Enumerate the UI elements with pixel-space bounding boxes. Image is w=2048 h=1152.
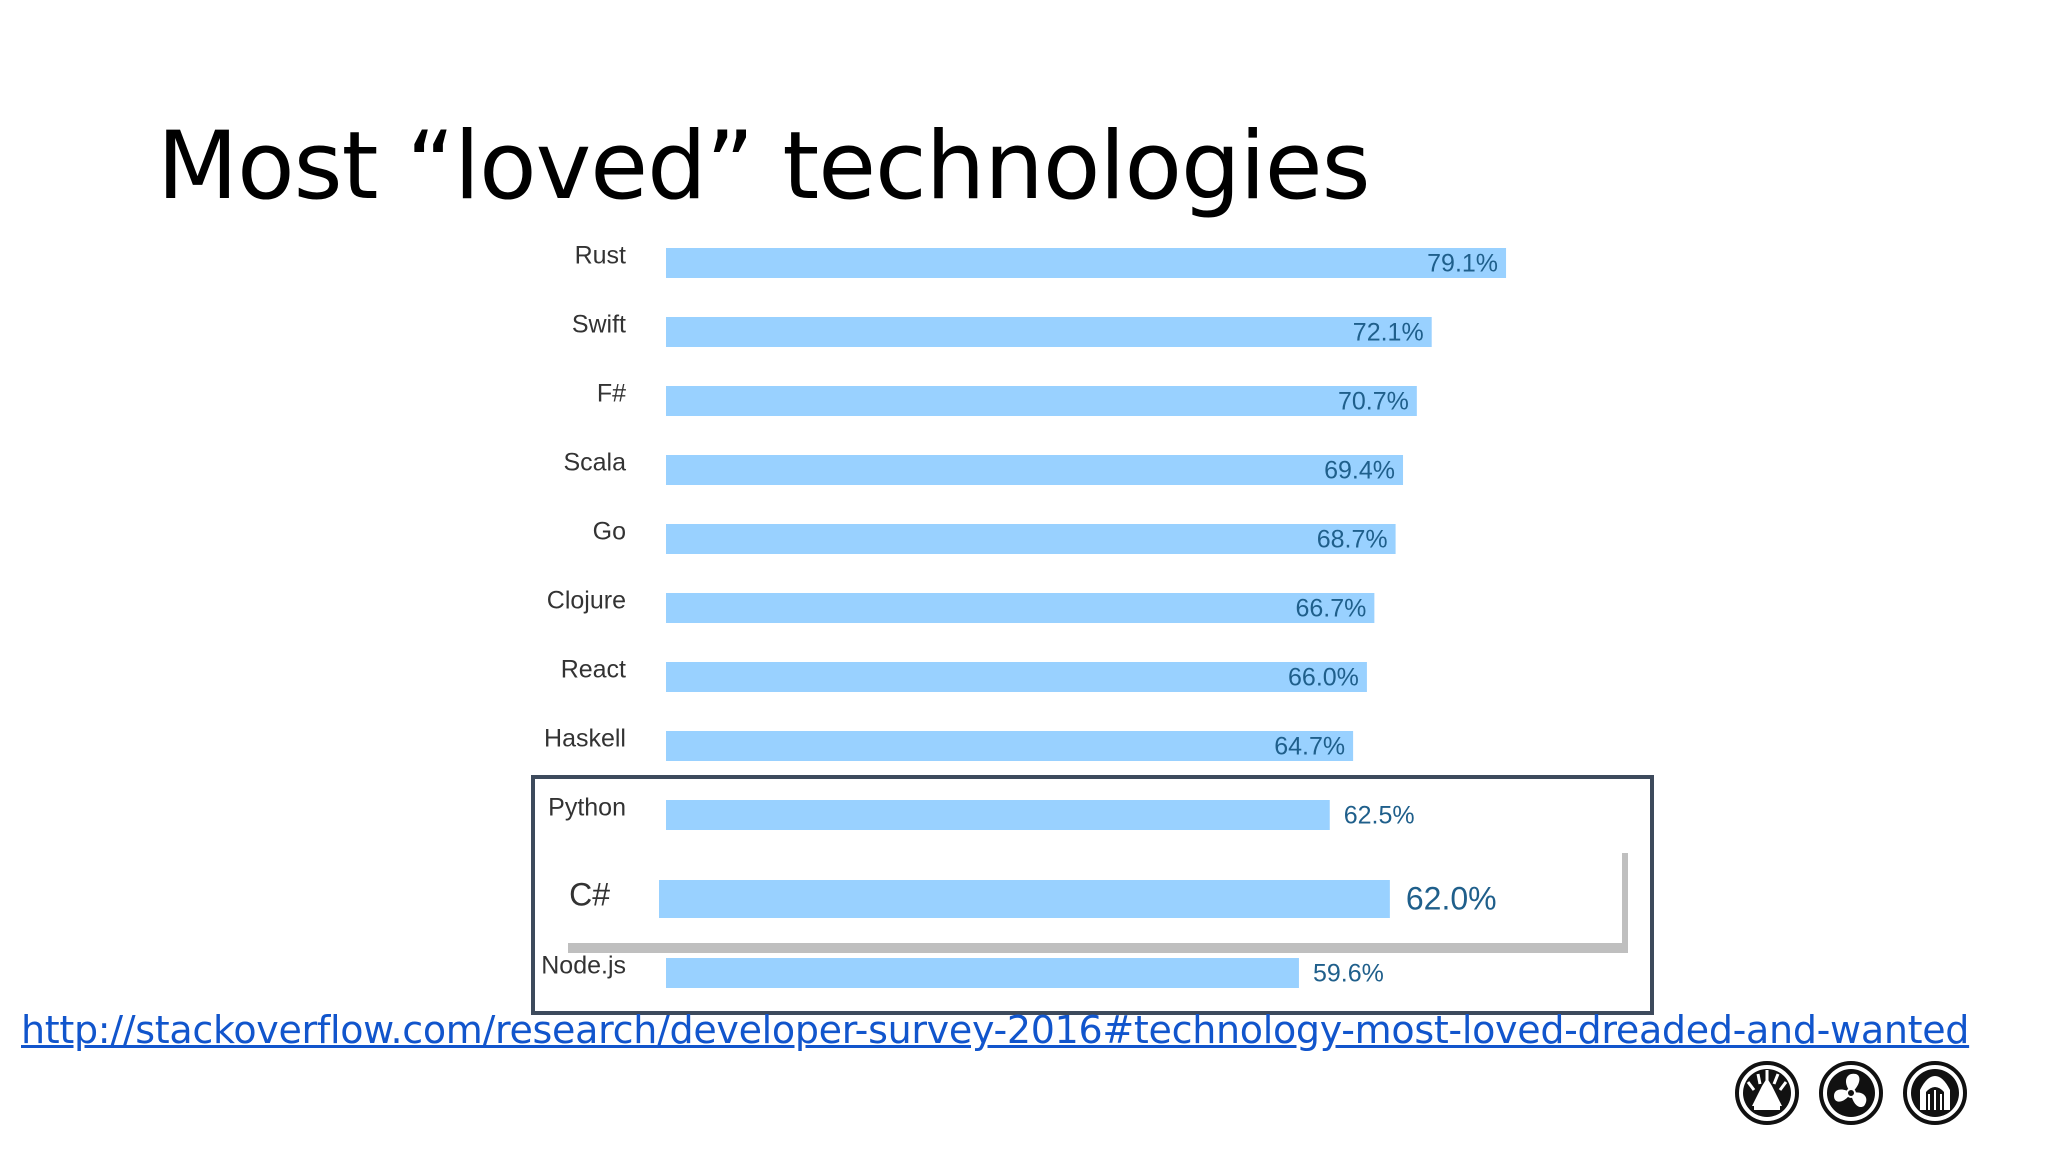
category-label-python: Python xyxy=(548,794,626,822)
value-label-react: 66.0% xyxy=(1288,664,1359,692)
bar-scala xyxy=(666,455,1404,485)
bar-react xyxy=(666,662,1367,692)
category-label-scala: Scala xyxy=(563,449,626,477)
bar-c xyxy=(659,880,1390,918)
value-label-haskell: 64.7% xyxy=(1274,733,1345,761)
bar-swift xyxy=(666,317,1432,347)
category-label-rust: Rust xyxy=(575,242,626,270)
bar-python xyxy=(666,800,1330,830)
value-label-node-js: 59.6% xyxy=(1313,960,1384,988)
value-label-go: 68.7% xyxy=(1317,526,1388,554)
category-label-f: F# xyxy=(597,380,626,408)
value-label-rust: 79.1% xyxy=(1427,250,1498,278)
statue-of-liberty-icon xyxy=(1735,1061,1799,1125)
bridge-icon xyxy=(1903,1061,1967,1125)
fan-icon xyxy=(1819,1061,1883,1125)
value-label-clojure: 66.7% xyxy=(1295,595,1366,623)
category-label-swift: Swift xyxy=(572,311,626,339)
bar-clojure xyxy=(666,593,1375,623)
value-label-swift: 72.1% xyxy=(1353,319,1424,347)
bar-node-js xyxy=(666,958,1299,988)
survey-link[interactable]: http://stackoverflow.com/research/develo… xyxy=(21,1008,1970,1052)
value-label-f: 70.7% xyxy=(1338,388,1409,416)
category-label-c: C# xyxy=(569,876,610,912)
category-label-go: Go xyxy=(593,518,626,546)
bar-f xyxy=(666,386,1417,416)
slide-title: Most “loved” technologies xyxy=(157,112,1371,221)
category-label-clojure: Clojure xyxy=(547,587,626,615)
value-label-python: 62.5% xyxy=(1344,802,1415,830)
value-label-scala: 69.4% xyxy=(1324,457,1395,485)
bar-haskell xyxy=(666,731,1354,761)
logo-group xyxy=(1734,1060,1968,1126)
category-label-node-js: Node.js xyxy=(541,952,626,980)
category-label-haskell: Haskell xyxy=(544,725,626,753)
bar-rust xyxy=(666,248,1507,278)
category-label-react: React xyxy=(561,656,626,684)
value-label-c: 62.0% xyxy=(1406,880,1497,916)
bar-go xyxy=(666,524,1396,554)
